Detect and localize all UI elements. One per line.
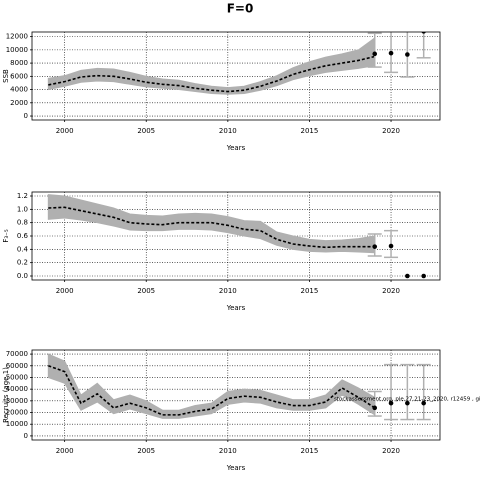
forecast-point <box>388 243 394 249</box>
x-tick-label: 2020 <box>382 127 400 135</box>
x-tick-label: 2000 <box>56 447 74 455</box>
figure-title: F=0 <box>227 2 254 16</box>
y-tick-label: 4000 <box>10 86 28 94</box>
plot-frame <box>31 31 441 121</box>
forecast-point <box>388 400 394 406</box>
forecast-point <box>405 400 410 406</box>
y-tick-label: 20000 <box>6 409 28 417</box>
x-tick-label: 2000 <box>56 287 74 295</box>
x-tick-label: 2005 <box>137 287 155 295</box>
forecast-point <box>421 400 426 406</box>
x-axis-label: Years <box>226 144 246 152</box>
x-tick-label: 2000 <box>56 127 74 135</box>
plot-frame <box>31 191 441 281</box>
y-tick-label: 10000 <box>6 46 28 54</box>
y-tick-label: 1.0 <box>17 205 28 213</box>
plot-area <box>32 192 440 280</box>
y-tick-label: 0.6 <box>17 232 29 240</box>
estimate-line <box>48 55 375 93</box>
forecast-point <box>405 52 410 57</box>
x-tick-label: 2015 <box>301 447 319 455</box>
y-tick-label: 30000 <box>6 397 28 405</box>
y-tick-label: 2000 <box>10 99 28 107</box>
forecast-point <box>421 32 426 34</box>
x-tick-label: 2020 <box>382 287 400 295</box>
y-tick-label: 40000 <box>6 385 28 393</box>
estimate-line <box>48 206 375 249</box>
y-tick-label: 0.0 <box>17 272 28 280</box>
x-tick-label: 2015 <box>301 127 319 135</box>
forecast-point <box>405 273 410 279</box>
y-axis-label: SSB <box>2 69 10 83</box>
y-tick-label: 0.8 <box>17 219 28 227</box>
x-tick-label: 2010 <box>219 447 237 455</box>
y-axis-label: F₃₋₅ <box>2 229 10 243</box>
x-axis-label: Years <box>226 304 246 312</box>
y-tick-label: 0.2 <box>17 259 28 267</box>
forecast-point <box>388 50 394 56</box>
y-tick-label: 10000 <box>6 420 28 428</box>
x-tick-label: 2020 <box>382 447 400 455</box>
confidence-band <box>47 194 376 254</box>
y-tick-label: 60000 <box>6 362 28 370</box>
y-tick-label: 12000 <box>6 33 28 41</box>
x-tick-label: 2010 <box>219 127 237 135</box>
confidence-band <box>47 36 376 95</box>
y-tick-label: 8000 <box>10 59 28 67</box>
y-tick-label: 0 <box>24 432 28 440</box>
forecast-point <box>372 51 378 57</box>
estimate-line <box>48 365 376 416</box>
x-tick-label: 2015 <box>301 287 319 295</box>
x-tick-label: 2005 <box>137 127 155 135</box>
y-tick-label: 1.2 <box>17 192 28 200</box>
plot-area <box>32 350 440 440</box>
y-tick-label: 50000 <box>6 373 28 381</box>
annotation: stockassessment.org, ple.27.21-23_2020, … <box>334 397 480 403</box>
y-tick-label: 0.4 <box>17 245 29 253</box>
forecast-point <box>372 405 378 411</box>
y-axis-label: Recruits (age 1) <box>2 367 10 423</box>
forecast-point <box>421 273 426 279</box>
x-axis-label: Years <box>226 464 246 472</box>
y-tick-label: 0 <box>24 112 28 120</box>
plot-frame <box>31 349 441 441</box>
forecast-point <box>372 244 378 249</box>
y-tick-label: 70000 <box>6 350 28 358</box>
y-tick-label: 6000 <box>10 72 28 80</box>
x-tick-label: 2005 <box>137 447 155 455</box>
confidence-band <box>47 353 376 419</box>
x-tick-label: 2010 <box>219 287 237 295</box>
plot-area <box>32 32 440 120</box>
